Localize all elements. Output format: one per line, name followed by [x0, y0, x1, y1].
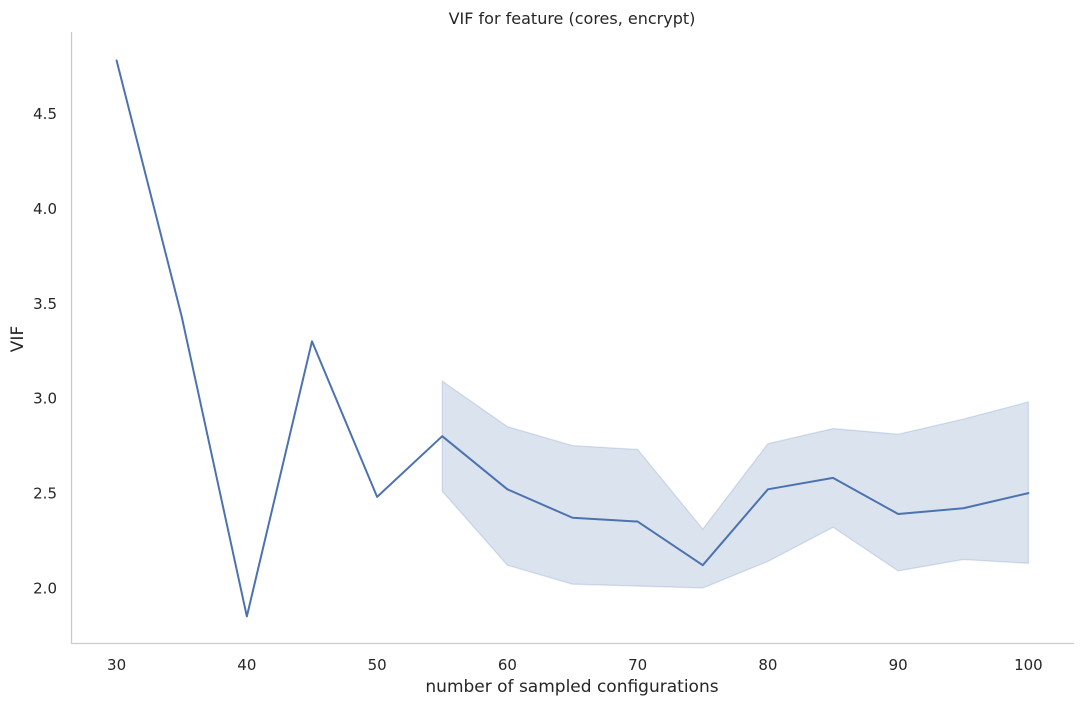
- y-axis-ticks: 2.0 2.5 3.0 3.5 4.0 4.5: [33, 105, 57, 597]
- chart-title: VIF for feature (cores, encrypt): [449, 9, 696, 28]
- y-axis-label: VIF: [8, 326, 28, 352]
- x-tick-label: 80: [758, 656, 777, 674]
- x-tick-label: 30: [107, 656, 126, 674]
- x-tick-label: 100: [1014, 656, 1043, 674]
- series-line: [115, 59, 1030, 618]
- y-tick-label: 4.5: [33, 105, 57, 123]
- y-tick-label: 3.0: [33, 390, 57, 408]
- y-tick-label: 2.5: [33, 485, 57, 503]
- y-tick-label: 4.0: [33, 200, 57, 218]
- x-tick-label: 70: [628, 656, 647, 674]
- y-tick-label: 3.5: [33, 295, 57, 313]
- plot-area: [115, 59, 1030, 618]
- x-axis-ticks: 30 40 50 60 70 80 90 100: [107, 656, 1043, 674]
- confidence-band: [441, 379, 1030, 589]
- x-tick-label: 90: [889, 656, 908, 674]
- x-tick-label: 50: [368, 656, 387, 674]
- x-tick-label: 60: [498, 656, 517, 674]
- x-axis-label: number of sampled configurations: [425, 677, 718, 697]
- y-tick-label: 2.0: [33, 579, 57, 597]
- x-tick-label: 40: [237, 656, 256, 674]
